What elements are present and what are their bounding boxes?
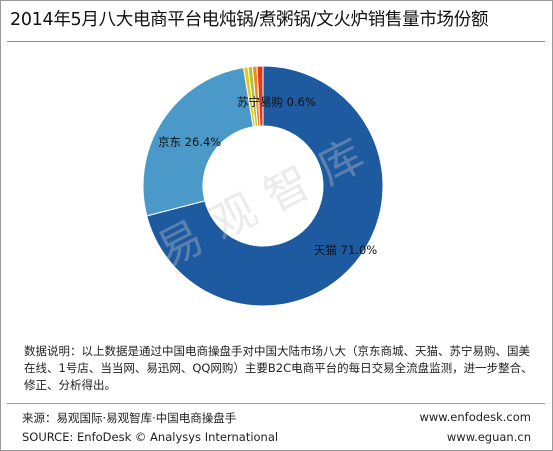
slice-label-天猫: 天猫 71.0% <box>314 243 377 257</box>
title-divider <box>7 41 545 42</box>
slice-京东 <box>142 67 254 217</box>
source-en: SOURCE: EnfoDesk © Analysys Internationa… <box>22 430 279 444</box>
donut-labels: 天猫 71.0% 京东 26.4% 苏宁易购 0.6% <box>158 95 377 257</box>
data-note: 数据说明：以上数据是通过中国电商操盘手对中国大陆市场八大（京东商城、天猫、苏宁易… <box>24 344 533 392</box>
slice-天猫 <box>146 65 384 307</box>
url-enfodesk[interactable]: www.enfodesk.com <box>419 410 531 424</box>
footer-divider <box>7 403 545 404</box>
url-eguan[interactable]: www.eguan.cn <box>446 430 531 444</box>
slice-label-京东: 京东 26.4% <box>158 135 221 149</box>
donut-slices <box>142 65 384 307</box>
slice-label-苏宁易购: 苏宁易购 0.6% <box>237 95 316 109</box>
source-cn: 来源：易观国际·易观智库·中国电商操盘手 <box>22 411 237 425</box>
donut-chart: 天猫 71.0% 京东 26.4% 苏宁易购 0.6% <box>142 65 384 307</box>
chart-title: 2014年5月八大电商平台电炖锅/煮粥锅/文火炉销售量市场份额 <box>10 10 489 30</box>
slice-slice-6 <box>256 65 264 127</box>
